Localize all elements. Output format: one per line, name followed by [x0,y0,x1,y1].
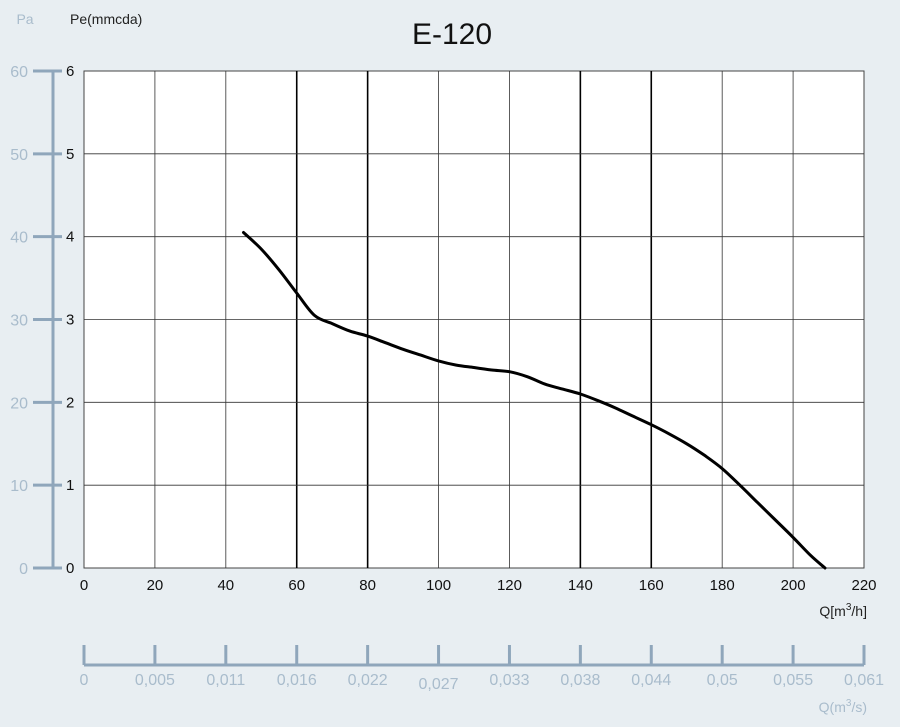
secondary-tick-label: 0,016 [277,672,317,689]
secondary-tick-label: 0,061 [844,672,884,689]
secondary-x-axis-label: Q(m3/s) [819,698,867,715]
x-tick-label: 180 [710,577,735,594]
pa-tick-label: 40 [10,230,28,247]
x-tick-label: 100 [426,577,451,594]
secondary-tick-label: 0,05 [707,672,738,689]
x-tick-label: 40 [217,577,234,594]
secondary-tick-label: 0,044 [631,672,671,689]
x-tick-label: 220 [851,577,876,594]
chart-title: E-120 [412,18,492,51]
secondary-tick-label: 0,027 [419,676,459,693]
y-tick-labels: 0 1 2 3 4 5 6 [66,63,74,577]
x-tick-label: 160 [639,577,664,594]
secondary-tick-label: 0,055 [773,672,813,689]
y-tick-label: 6 [66,63,74,80]
grid-lines [84,71,864,568]
secondary-tick-label: 0,005 [135,672,175,689]
x-tick-label: 60 [288,577,305,594]
x-tick-label: 140 [568,577,593,594]
y-tick-label: 2 [66,394,74,411]
secondary-tick-label: 0 [80,672,89,689]
pa-tick-label: 60 [10,64,28,81]
pa-tick-label: 10 [10,478,28,495]
secondary-tick-label: 0,038 [560,672,600,689]
y-tick-label: 5 [66,146,74,163]
y-tick-label: 4 [66,229,74,246]
y-axis-label: Pe(mmcda) [70,11,142,27]
pa-tick-label: 50 [10,147,28,164]
pa-axis: 0 10 20 30 40 50 60 [10,64,62,578]
x-tick-labels: 0 20 40 60 80 100 120 140 160 180 200 220 [80,577,877,594]
fan-curve-line [242,231,827,570]
secondary-tick-label: 0,033 [489,672,529,689]
x-tick-label: 200 [781,577,806,594]
secondary-x-axis: 0 0,005 0,011 0,016 0,022 0,027 0,033 0,038 0,04… [80,645,884,693]
curve-points [243,232,826,569]
secondary-tick-label: 0,022 [348,672,388,689]
y-tick-label: 1 [66,477,74,494]
secondary-tick-label: 0,011 [206,672,245,689]
pa-tick-label: 30 [10,313,28,330]
pa-tick-label: 0 [19,561,28,578]
x-tick-label: 0 [80,577,88,594]
x-tick-label: 80 [359,577,376,594]
x-tick-label: 20 [147,577,164,594]
pa-tick-label: 20 [10,395,28,412]
y-tick-label: 3 [66,312,74,329]
y-tick-label: 0 [66,560,74,577]
x-tick-label: 120 [497,577,522,594]
pa-axis-unit: Pa [16,11,33,27]
x-axis-label: Q[m3/h] [819,602,867,619]
